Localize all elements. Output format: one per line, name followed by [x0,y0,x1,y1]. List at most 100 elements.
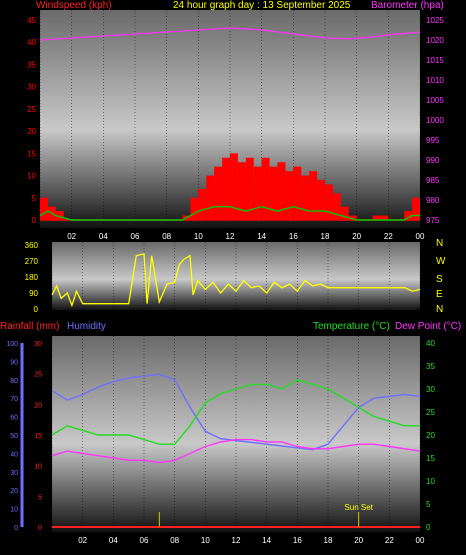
barometer-axis-title: Barometer (hpa) [371,0,444,11]
temperature-tick-label: 30 [426,385,435,394]
windspeed-bar [372,215,389,220]
barometer-tick-label: 995 [426,136,440,145]
gust-series-line [39,205,420,221]
windspeed-bar [332,193,341,220]
windspeed-tick-label: 25 [27,105,36,114]
windspeed-bar [230,153,238,220]
direction-tick-label: 90 [29,289,38,298]
rain-tick-label: 30 [34,341,42,348]
windspeed-bar [317,180,325,220]
barometer-tick-label: 1005 [426,96,444,105]
barometer-tick-label: 990 [426,156,440,165]
windspeed-bar [237,162,246,220]
windspeed-bar [40,197,48,220]
windspeed-bar [285,171,294,220]
rain-tick-label: 20 [34,402,42,409]
temperature-tick-label: 10 [426,477,435,486]
wind-x-tick-label: 06 [131,232,140,241]
climate-x-tick-label: 12 [232,536,241,545]
wind-x-tick-label: 10 [194,232,203,241]
climate-x-tick-label: 06 [140,536,149,545]
windspeed-axis-title: Windspeed (kph) [36,0,112,11]
chart-title: 24 hour graph day : 13 September 2025 [173,0,351,11]
humidity-tick-label: 70 [10,396,18,403]
wind-x-tick-label: 04 [99,232,108,241]
windspeed-bar [55,211,64,220]
wind-x-tick-label: 08 [162,232,171,241]
wind-x-tick-label: 18 [321,232,330,241]
compass-label: N [436,238,443,249]
humidity-tick-label: 90 [10,359,18,366]
temperature-series-line [51,379,420,445]
rain-tick-label: 10 [34,464,42,471]
windspeed-tick-label: 5 [32,194,37,203]
windspeed-bar [206,175,215,220]
wind-x-tick-label: 12 [226,232,235,241]
windspeed-tick-label: 35 [27,60,36,69]
climate-x-tick-label: 22 [385,536,394,545]
windspeed-tick-label: 20 [27,127,36,136]
climate-panel-background [52,336,420,532]
windspeed-tick-label: 45 [27,16,36,25]
climate-x-tick-label: 08 [170,536,179,545]
windspeed-bar [190,197,199,220]
temperature-tick-label: 25 [426,408,435,417]
barometer-tick-label: 1010 [426,76,444,85]
climate-x-tick-label: 10 [201,536,210,545]
humidity-tick-label: 20 [10,488,18,495]
windspeed-bar [253,166,262,220]
temperature-tick-label: 5 [426,500,431,509]
windspeed-bar [293,166,302,220]
compass-label: E [436,289,443,300]
climate-x-tick-label: 20 [354,536,363,545]
windspeed-bar [261,157,270,220]
windspeed-bar [412,197,420,220]
wind-x-tick-label: 00 [416,232,425,241]
temperature-tick-label: 40 [426,339,435,348]
windspeed-bar [222,157,230,220]
climate-x-tick-label: 00 [416,536,425,545]
windspeed-bar [348,215,357,220]
temperature-axis-title: Temperature (°C) [313,321,390,332]
windspeed-tick-label: 10 [27,172,36,181]
barometer-tick-label: 1015 [426,56,444,65]
climate-x-tick-label: 02 [78,536,87,545]
compass-label: S [436,274,443,285]
humidity-tick-label: 50 [10,433,18,440]
windspeed-tick-label: 15 [27,149,36,158]
compass-label: N [436,304,443,315]
dewpoint-axis-title: Dew Point (°C) [395,321,462,332]
wind-x-tick-label: 22 [384,232,393,241]
humidity-tick-label: 10 [10,507,18,514]
climate-x-tick-label: 04 [109,536,118,545]
humidity-axis-title: Humidity [67,321,106,332]
rain-tick-label: 15 [34,433,42,440]
windspeed-bar [325,184,333,220]
rain-tick-label: 25 [34,372,42,379]
windspeed-bar [340,206,349,220]
windspeed-bar [245,157,254,220]
wind-x-tick-label: 20 [352,232,361,241]
direction-series-line [51,253,421,308]
humidity-tick-label: 40 [10,451,18,458]
windspeed-bar [404,211,413,220]
barometer-tick-label: 1000 [426,116,444,125]
direction-tick-label: 270 [25,257,39,266]
humidity-tick-label: 80 [10,378,18,385]
wind-x-tick-label: 02 [67,232,76,241]
windspeed-tick-label: 40 [27,38,36,47]
rain-tick-label: 5 [38,494,42,501]
windspeed-tick-label: 30 [27,83,36,92]
direction-tick-label: 360 [25,241,39,250]
humidity-tick-label: 60 [10,415,18,422]
rain-tick-label: 0 [38,525,42,532]
barometer-tick-label: 985 [426,176,440,185]
climate-x-tick-label: 16 [293,536,302,545]
windspeed-bar [269,166,278,220]
wind-x-tick-label: 14 [257,232,266,241]
direction-tick-label: 0 [34,305,39,314]
barometer-tick-label: 1020 [426,36,444,45]
barometer-tick-label: 1025 [426,16,444,25]
humidity-tick-label: 100 [6,341,18,348]
temperature-tick-label: 35 [426,362,435,371]
